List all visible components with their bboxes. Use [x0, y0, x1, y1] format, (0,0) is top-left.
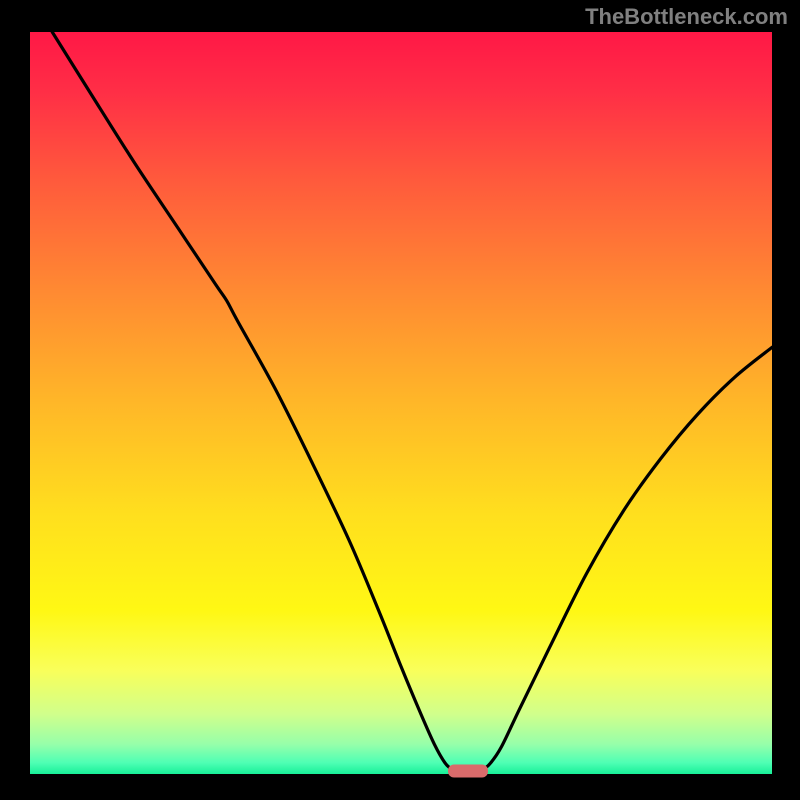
- bottleneck-curve: [52, 32, 772, 771]
- minimum-marker: [448, 765, 488, 778]
- curve-svg: [30, 32, 772, 774]
- watermark-text: TheBottleneck.com: [585, 4, 788, 30]
- plot-area: [30, 32, 772, 774]
- chart-container: TheBottleneck.com: [0, 0, 800, 800]
